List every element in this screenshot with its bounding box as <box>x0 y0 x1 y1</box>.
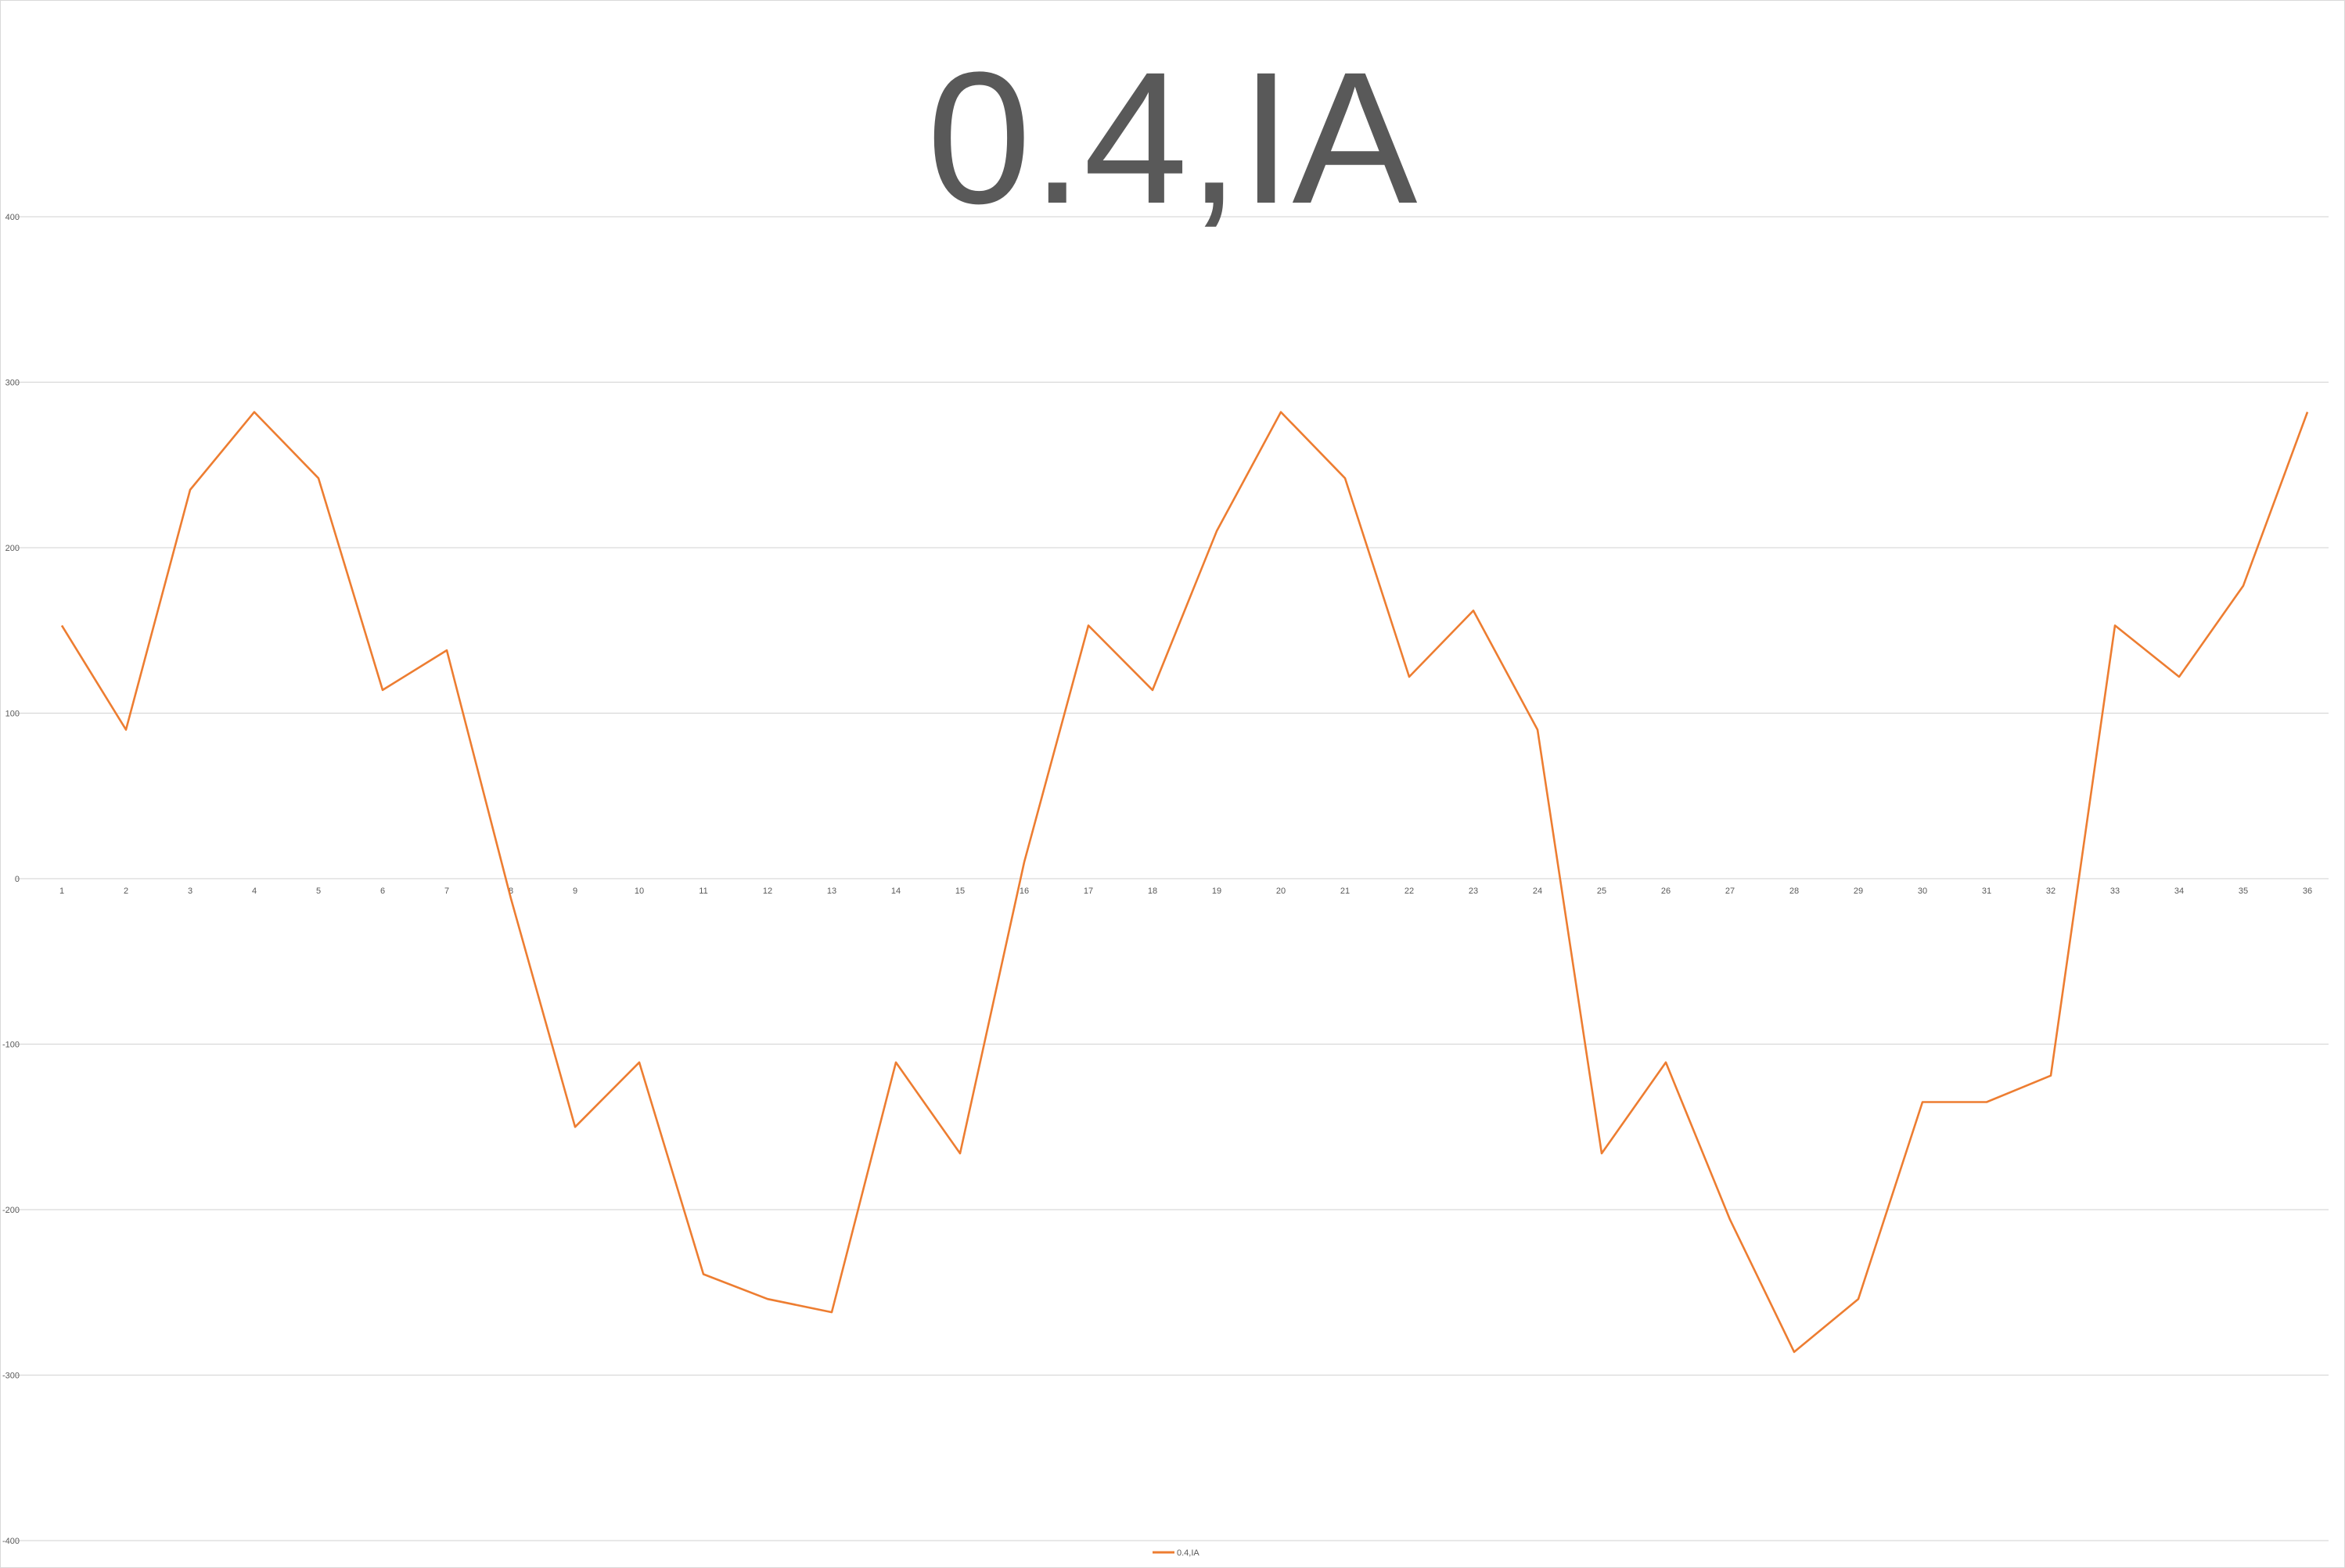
x-tick-label: 12 <box>763 886 772 896</box>
x-tick-label: 19 <box>1212 886 1221 896</box>
x-tick-label: 6 <box>380 886 385 896</box>
x-tick-label: 22 <box>1404 886 1414 896</box>
x-tick-label: 21 <box>1340 886 1350 896</box>
chart-title: 0.4,IA <box>926 33 1417 243</box>
y-tick-label: -100 <box>2 1041 20 1050</box>
x-tick-label: 29 <box>1854 886 1863 896</box>
x-tick-label: 14 <box>891 886 901 896</box>
x-tick-label: 13 <box>827 886 836 896</box>
y-tick-label: 0 <box>15 875 20 884</box>
legend-label: 0.4,IA <box>1177 1548 1199 1558</box>
x-tick-label: 30 <box>1918 886 1927 896</box>
x-tick-label: 32 <box>2046 886 2055 896</box>
x-tick-label: 27 <box>1725 886 1735 896</box>
y-axis-tick-labels: 400 300 200 100 0 -100 -200 -300 -400 <box>2 213 20 1546</box>
x-tick-label: 20 <box>1276 886 1286 896</box>
legend: 0.4,IA <box>1153 1548 1199 1558</box>
x-tick-label: 18 <box>1148 886 1157 896</box>
y-tick-label: 300 <box>5 379 20 388</box>
x-tick-label: 7 <box>444 886 449 896</box>
y-tick-label: 100 <box>5 710 20 719</box>
x-axis-tick-labels: 1 2 3 4 5 6 7 8 9 10 11 12 13 14 15 16 17 18 19 20 21 22 23 24 2… <box>59 886 2312 896</box>
x-tick-label: 3 <box>188 886 192 896</box>
series-line-0 <box>60 411 2309 1354</box>
x-tick-label: 17 <box>1084 886 1093 896</box>
y-tick-label: 400 <box>5 213 20 222</box>
gridlines <box>16 216 2329 1541</box>
x-tick-label: 9 <box>573 886 577 896</box>
y-tick-label: -400 <box>2 1537 20 1546</box>
x-tick-label: 23 <box>1469 886 1478 896</box>
x-tick-label: 4 <box>252 886 257 896</box>
x-tick-label: 16 <box>1020 886 1029 896</box>
x-tick-label: 8 <box>509 886 513 896</box>
series-lines <box>60 411 2309 1354</box>
x-tick-label: 1 <box>59 886 64 896</box>
x-tick-label: 36 <box>2303 886 2312 896</box>
x-tick-label: 34 <box>2174 886 2184 896</box>
y-tick-label: -300 <box>2 1372 20 1381</box>
y-tick-label: -200 <box>2 1206 20 1215</box>
x-tick-label: 2 <box>124 886 128 896</box>
x-tick-label: 26 <box>1661 886 1671 896</box>
x-tick-label: 28 <box>1789 886 1799 896</box>
x-tick-label: 24 <box>1533 886 1542 896</box>
x-tick-label: 10 <box>635 886 644 896</box>
x-tick-label: 35 <box>2239 886 2248 896</box>
x-tick-label: 15 <box>955 886 965 896</box>
x-tick-label: 5 <box>316 886 321 896</box>
x-tick-label: 33 <box>2110 886 2120 896</box>
x-tick-label: 25 <box>1597 886 1606 896</box>
x-tick-label: 31 <box>1982 886 1991 896</box>
y-tick-label: 200 <box>5 544 20 553</box>
x-tick-label: 11 <box>699 886 707 896</box>
